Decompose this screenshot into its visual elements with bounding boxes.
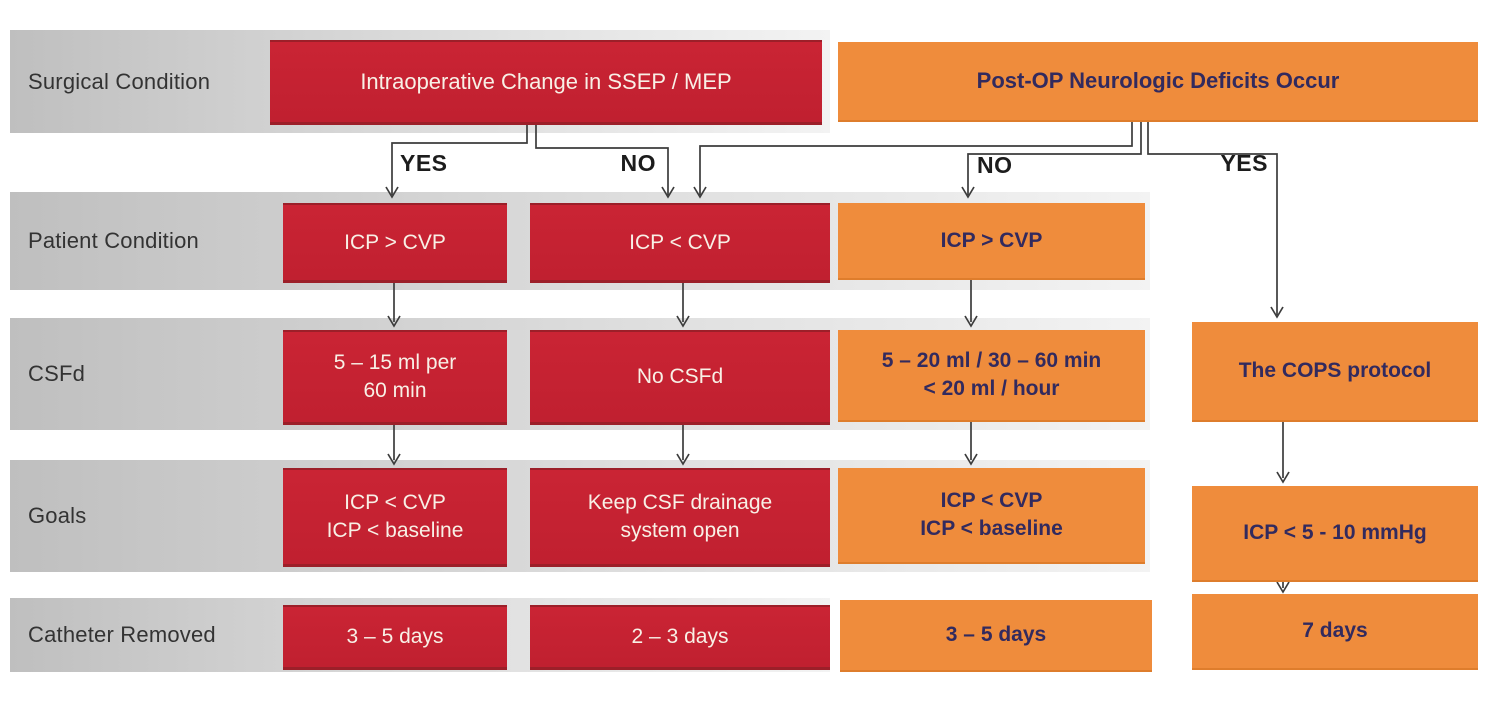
box-removed-3-5-days-red: 3 – 5 days (283, 605, 507, 670)
box-line: ICP < CVP (344, 491, 446, 515)
box-goal-icp-lt-cvp-orange: ICP < CVP ICP < baseline (838, 468, 1145, 564)
arrow-red-no (535, 120, 669, 195)
decision-label-no-right: NO (977, 152, 1013, 178)
arrowhead (964, 315, 978, 328)
arrow-orange-yes (1147, 120, 1278, 315)
box-goal-icp-lt-cvp-red: ICP < CVP ICP < baseline (283, 468, 507, 567)
row-label-patient-condition: Patient Condition (28, 228, 199, 253)
box-line: Keep CSF drainage (587, 491, 773, 515)
box-removed-7-days-orange: 7 days (1192, 594, 1478, 670)
box-csfd-5-15ml: 5 – 15 ml per 60 min (283, 330, 507, 425)
arrowhead (1276, 581, 1290, 594)
row-label-goals: Goals (28, 503, 87, 528)
box-line: system open (620, 519, 740, 542)
box-line: 5 – 20 ml / 30 – 60 min (881, 349, 1102, 373)
arrow-red-yes (391, 120, 528, 195)
box-removed-2-3-days-red: 2 – 3 days (530, 605, 830, 670)
box-postop-neurologic-deficits: Post-OP Neurologic Deficits Occur (838, 42, 1478, 122)
box-removed-3-5-days-orange: 3 – 5 days (840, 600, 1152, 672)
arrow-orange-left (699, 120, 1133, 195)
arrowhead (387, 315, 401, 328)
row-label-surgical-condition: Surgical Condition (28, 68, 211, 94)
box-no-csfd: No CSFd (530, 330, 830, 425)
box-line: ICP < baseline (326, 519, 464, 542)
decision-label-no-left: NO (620, 150, 656, 176)
box-csfd-5-20ml: 5 – 20 ml / 30 – 60 min < 20 ml / hour (838, 330, 1145, 422)
box-icp-gt-cvp-orange: ICP > CVP (838, 203, 1145, 280)
box-line: 5 – 15 ml per (333, 351, 457, 375)
box-cops-protocol: The COPS protocol (1192, 322, 1478, 422)
arrow-orange-no (967, 120, 1142, 195)
box-line: ICP < baseline (920, 517, 1063, 540)
arrowhead (961, 186, 975, 199)
box-icp-gt-cvp-red: ICP > CVP (283, 203, 507, 283)
arrowhead (385, 186, 399, 199)
row-label-catheter-removed: Catheter Removed (28, 622, 216, 647)
box-icp-lt-cvp-red: ICP < CVP (530, 203, 830, 283)
arrowhead (387, 453, 401, 466)
decision-label-yes-right: YES (1220, 150, 1268, 176)
box-line: ICP < CVP (940, 489, 1043, 513)
box-intraoperative-change-ssep-mep: Intraoperative Change in SSEP / MEP (270, 40, 822, 125)
arrowhead (1276, 471, 1290, 484)
arrowhead (676, 453, 690, 466)
box-goal-icp-5-10-mmhg: ICP < 5 - 10 mmHg (1192, 486, 1478, 582)
arrowhead (1270, 306, 1284, 319)
box-goal-keep-drainage-open: Keep CSF drainage system open (530, 468, 830, 567)
arrowhead (964, 453, 978, 466)
arrowhead (676, 315, 690, 328)
row-label-csfd: CSFd (28, 361, 86, 386)
arrowhead (661, 186, 675, 199)
arrowhead (693, 186, 707, 199)
box-line: < 20 ml / hour (923, 377, 1060, 400)
decision-label-yes-left: YES (400, 150, 448, 176)
box-line: 60 min (363, 379, 427, 402)
